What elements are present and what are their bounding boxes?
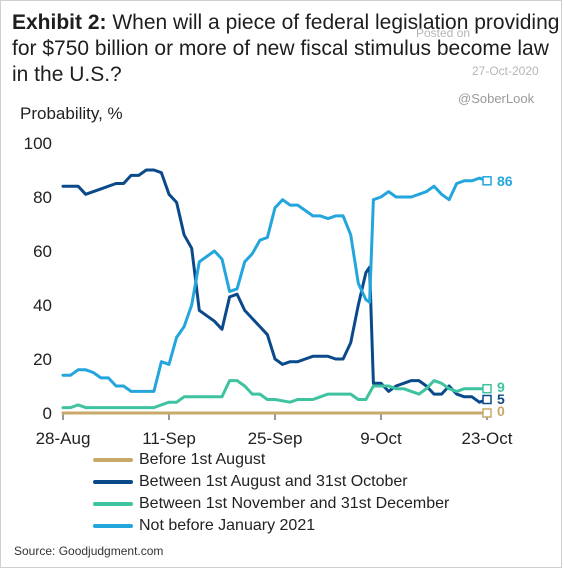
legend-item-not-before-2021: Not before January 2021 xyxy=(93,515,449,537)
watermark-handle: @SoberLook xyxy=(458,91,535,106)
watermark: Posted on 27-Oct-2020 xyxy=(416,26,546,78)
x-tick-label: 25-Sep xyxy=(248,429,303,448)
series-end-marker xyxy=(482,394,492,405)
series-line-aug_oct xyxy=(61,168,489,404)
legend-swatch xyxy=(93,524,133,528)
y-tick-label: 100 xyxy=(24,134,52,153)
legend-swatch xyxy=(93,502,133,506)
y-tick-label: 0 xyxy=(43,404,52,423)
chart-title: Exhibit 2: When will a piece of federal … xyxy=(12,10,560,88)
legend-item-aug-oct: Between 1st August and 31st October xyxy=(93,471,449,493)
watermark-posted: Posted on xyxy=(416,26,471,40)
series-line-not_before_2021 xyxy=(61,176,489,393)
legend-label: Between 1st August and 31st October xyxy=(139,473,408,490)
legend-item-before-aug: Before 1st August xyxy=(93,449,449,471)
series-end-marker xyxy=(482,176,492,186)
chart-legend: Before 1st August Between 1st August and… xyxy=(93,449,449,537)
y-tick-label: 60 xyxy=(33,242,52,261)
legend-label: Between 1st November and 31st December xyxy=(139,495,450,512)
series-end-label: 9 xyxy=(497,379,505,395)
y-tick-label: 20 xyxy=(33,350,52,369)
series-end-label: 0 xyxy=(497,403,505,419)
title-text: When will a piece of federal legislation… xyxy=(12,11,560,86)
x-tick-label: 23-Oct xyxy=(461,429,512,448)
legend-item-nov-dec: Between 1st November and 31st December xyxy=(93,493,449,515)
legend-swatch xyxy=(93,458,133,462)
source-note: Source: Goodjudgment.com xyxy=(14,544,164,558)
legend-swatch xyxy=(93,480,133,484)
series-line-nov_dec xyxy=(61,379,489,410)
series-end-label: 86 xyxy=(497,173,513,189)
exhibit-label: Exhibit 2: xyxy=(12,11,107,34)
x-tick-label: 11-Sep xyxy=(142,429,196,448)
y-axis-label: Probability, % xyxy=(20,104,123,123)
x-tick-label: 28-Aug xyxy=(36,429,91,448)
x-tick-label: 9-Oct xyxy=(360,429,402,448)
series-end-marker xyxy=(482,408,492,418)
series-end-marker xyxy=(482,383,492,394)
legend-label: Before 1st August xyxy=(139,451,266,468)
y-tick-label: 40 xyxy=(33,296,52,315)
y-tick-label: 80 xyxy=(33,188,52,207)
series-end-label: 5 xyxy=(497,391,505,407)
watermark-date: 27-Oct-2020 xyxy=(472,64,539,78)
legend-label: Not before January 2021 xyxy=(139,517,316,534)
